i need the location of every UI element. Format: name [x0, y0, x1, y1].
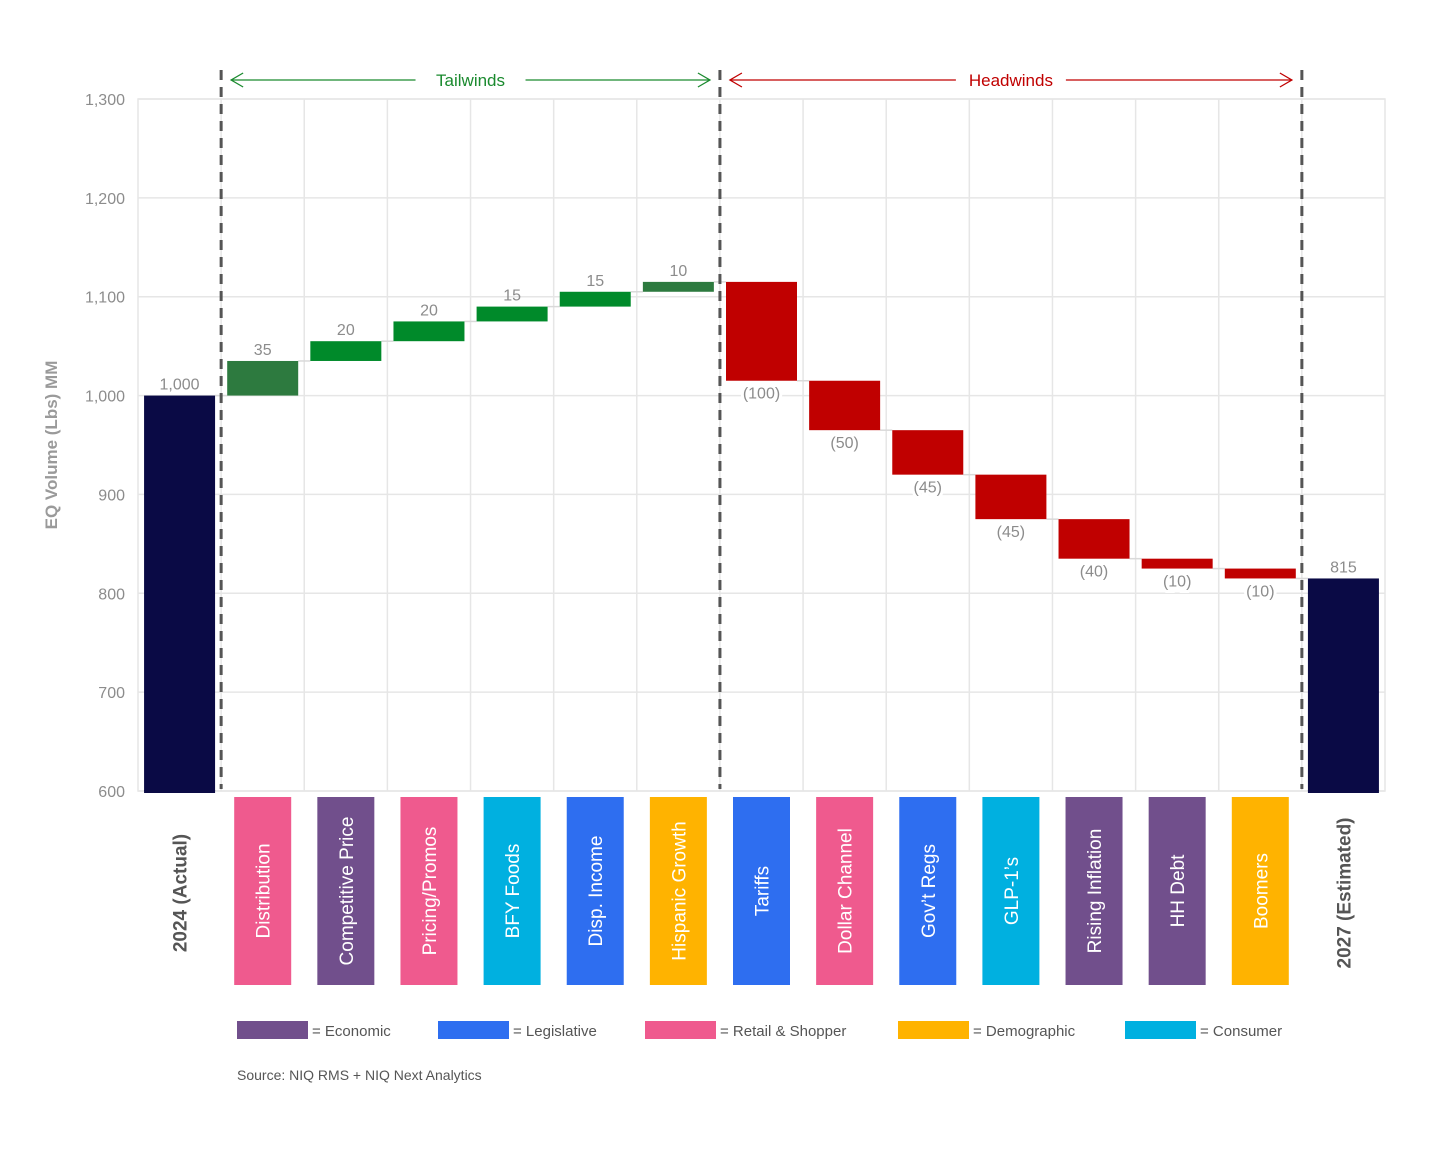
section-dividers — [219, 70, 1304, 789]
category-label-box — [816, 797, 874, 985]
legend-label: = Consumer — [1200, 1023, 1282, 1040]
section-label: Headwinds — [969, 71, 1053, 90]
legend-swatch — [898, 1021, 969, 1039]
bar — [1224, 568, 1296, 579]
arrow-left-icon — [229, 72, 244, 88]
bar — [1141, 558, 1213, 569]
category-label-box — [483, 797, 541, 985]
category-label-box — [317, 797, 375, 985]
bar — [144, 395, 216, 791]
bar — [892, 430, 964, 475]
category-label: Hispanic Growth — [669, 821, 690, 960]
data-label: 15 — [586, 273, 604, 290]
bar — [975, 474, 1047, 520]
y-tick-label: 1,300 — [85, 92, 125, 109]
data-label: (45) — [914, 480, 942, 497]
category-label: BFY Foods — [503, 844, 524, 939]
y-tick-label: 900 — [98, 487, 125, 504]
category-label: GLP-1’s — [1002, 857, 1023, 925]
legend-label: = Economic — [312, 1023, 391, 1040]
plot-border — [137, 98, 1386, 792]
arrow-left-icon — [728, 72, 743, 88]
section-annotations: Tailwinds Headwinds — [229, 71, 1294, 90]
y-axis-label: EQ Volume (Lbs) MM — [42, 361, 61, 530]
y-tick-label: 800 — [98, 586, 125, 603]
category-label: HH Debt — [1168, 854, 1189, 928]
bar — [1307, 578, 1379, 791]
y-tick-label: 1,100 — [85, 290, 125, 307]
y-axis: 600 700 800 900 1,000 1,100 1,200 1,300 — [85, 92, 125, 801]
data-label: 10 — [669, 263, 687, 280]
legend-swatch — [645, 1021, 716, 1039]
category-label-box — [400, 797, 458, 985]
y-tick-label: 1,200 — [85, 191, 125, 208]
bar — [809, 380, 881, 431]
data-label: (10) — [1163, 574, 1191, 591]
section-label: Tailwinds — [436, 71, 505, 90]
legend: = Economic = Legislative = Retail & Shoppe… — [237, 1021, 1282, 1040]
data-label: 35 — [254, 342, 272, 359]
data-labels: 1,000 35 20 20 15 15 10 (100) (50) (45) (45) (40) (1… — [160, 263, 1357, 604]
category-label-box — [1148, 797, 1206, 985]
arrow-right-icon — [697, 72, 712, 88]
category-label-box — [649, 797, 707, 985]
category-label: Disp. Income — [586, 836, 607, 947]
category-label: Tariffs — [753, 866, 774, 916]
x-axis-total-label: 2024 (Actual) — [171, 834, 192, 952]
legend-label: = Legislative — [513, 1023, 597, 1040]
data-label: 815 — [1330, 559, 1357, 576]
category-label-box — [566, 797, 624, 985]
source-note: Source: NIQ RMS + NIQ Next Analytics — [237, 1067, 482, 1083]
category-label: Pricing/Promos — [420, 827, 441, 956]
connector-lines — [215, 281, 1308, 580]
data-label: 15 — [503, 288, 521, 305]
bars — [144, 281, 1379, 793]
x-axis-total-label: 2027 (Estimated) — [1334, 817, 1355, 968]
category-label: Boomers — [1251, 853, 1272, 929]
category-label-box — [733, 797, 790, 985]
category-label: Competitive Price — [337, 817, 358, 966]
category-label-box — [899, 797, 957, 985]
bar — [393, 321, 465, 342]
data-label: (100) — [743, 386, 780, 403]
category-label: Distribution — [254, 843, 275, 938]
legend-swatch — [237, 1021, 308, 1039]
x-axis-labels: 2024 (Actual) Distribution Competitive Pri… — [171, 797, 1355, 985]
category-label: Rising Inflation — [1085, 829, 1106, 954]
legend-label: = Retail & Shopper — [720, 1023, 846, 1040]
bar — [476, 306, 548, 322]
y-tick-label: 600 — [98, 784, 125, 801]
data-label: 20 — [420, 302, 438, 319]
category-label-box — [1231, 797, 1289, 985]
legend-swatch — [1125, 1021, 1196, 1039]
data-label: 20 — [337, 322, 355, 339]
bar — [642, 281, 714, 292]
data-label: (45) — [997, 524, 1025, 541]
data-label: (10) — [1246, 583, 1274, 600]
grid — [137, 98, 1386, 792]
data-label: (40) — [1080, 564, 1108, 581]
category-label-box — [982, 797, 1040, 985]
category-label-box — [1065, 797, 1123, 985]
legend-swatch — [438, 1021, 509, 1039]
arrow-right-icon — [1279, 72, 1294, 88]
data-label: (50) — [830, 435, 858, 452]
category-label: Gov’t Regs — [919, 844, 940, 938]
legend-label: = Demographic — [973, 1023, 1076, 1040]
category-label-box — [234, 797, 292, 985]
bar-base — [144, 790, 216, 793]
bar — [559, 291, 631, 307]
bar — [1058, 519, 1130, 559]
data-label: 1,000 — [160, 377, 200, 394]
y-tick-label: 700 — [98, 685, 125, 702]
bar — [310, 341, 382, 361]
y-tick-label: 1,000 — [85, 389, 125, 406]
bar — [227, 360, 299, 396]
bar-base — [1307, 790, 1379, 793]
category-label: Dollar Channel — [836, 828, 857, 954]
bar — [726, 281, 797, 381]
